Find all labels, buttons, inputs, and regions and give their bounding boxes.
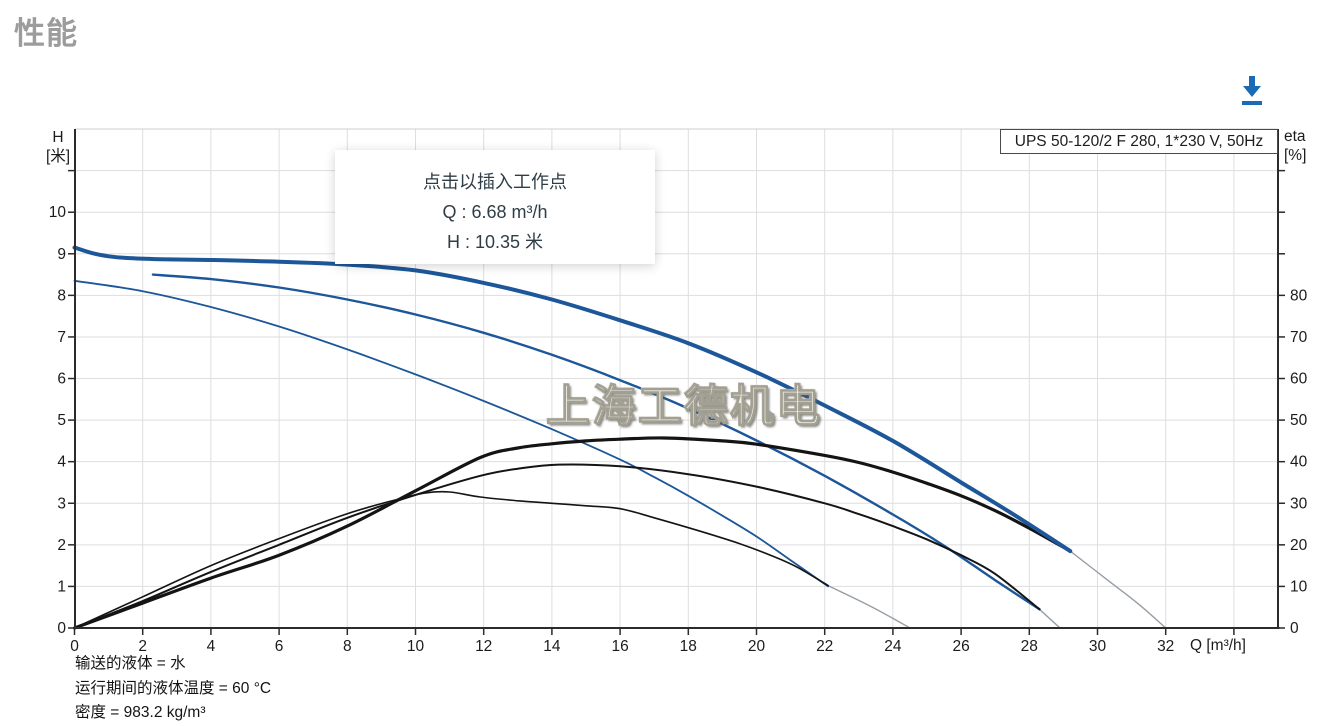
svg-text:18: 18 xyxy=(680,638,697,655)
tooltip-hint: 点击以插入工作点 xyxy=(423,172,567,192)
svg-text:2: 2 xyxy=(138,638,147,655)
liquid-type: 输送的液体 = 水 xyxy=(75,655,186,672)
svg-text:28: 28 xyxy=(1021,638,1038,655)
svg-text:30: 30 xyxy=(1290,495,1308,512)
liquid-info: 输送的液体 = 水 运行期间的液体温度 = 60 °C 密度 = 983.2 k… xyxy=(75,652,271,726)
h-axis-label: H [米] xyxy=(45,129,71,165)
svg-text:50: 50 xyxy=(1290,412,1308,429)
svg-text:80: 80 xyxy=(1290,287,1308,304)
svg-text:8: 8 xyxy=(57,287,66,304)
svg-text:9: 9 xyxy=(57,246,66,263)
duty-point-tooltip: 点击以插入工作点 Q : 6.68 m³/h H : 10.35 米 xyxy=(335,150,655,264)
svg-text:6: 6 xyxy=(275,638,284,655)
svg-text:4: 4 xyxy=(57,454,66,471)
svg-text:5: 5 xyxy=(57,412,66,429)
tooltip-flow: Q : 6.68 m³/h xyxy=(442,202,548,222)
pump-model-label: UPS 50-120/2 F 280, 1*230 V, 50Hz xyxy=(1000,129,1278,154)
svg-text:30: 30 xyxy=(1089,638,1107,655)
svg-text:16: 16 xyxy=(611,638,628,655)
svg-text:70: 70 xyxy=(1290,329,1308,346)
svg-text:0: 0 xyxy=(70,638,79,655)
svg-text:20: 20 xyxy=(748,638,766,655)
svg-text:10: 10 xyxy=(407,638,425,655)
svg-text:4: 4 xyxy=(207,638,216,655)
svg-text:40: 40 xyxy=(1290,454,1308,471)
svg-text:24: 24 xyxy=(884,638,902,655)
svg-text:26: 26 xyxy=(952,638,969,655)
svg-text:20: 20 xyxy=(1290,537,1308,554)
svg-text:0: 0 xyxy=(1290,620,1299,637)
svg-text:8: 8 xyxy=(343,638,352,655)
liquid-density: 密度 = 983.2 kg/m³ xyxy=(75,704,206,721)
tooltip-head: H : 10.35 米 xyxy=(446,232,544,252)
svg-text:7: 7 xyxy=(57,329,66,346)
svg-text:60: 60 xyxy=(1290,371,1308,388)
svg-text:0: 0 xyxy=(57,620,66,637)
svg-text:22: 22 xyxy=(816,638,833,655)
svg-text:14: 14 xyxy=(543,638,561,655)
svg-text:2: 2 xyxy=(57,537,66,554)
svg-text:12: 12 xyxy=(475,638,492,655)
download-icon xyxy=(1242,76,1262,105)
liquid-temperature: 运行期间的液体温度 = 60 °C xyxy=(75,679,272,697)
page-title: 性能 xyxy=(14,16,78,51)
svg-text:10: 10 xyxy=(49,204,67,221)
eta-axis-label: eta [%] xyxy=(1284,128,1307,164)
svg-text:3: 3 xyxy=(57,495,66,512)
download-button[interactable] xyxy=(1236,72,1268,108)
svg-text:10: 10 xyxy=(1290,578,1308,595)
svg-text:32: 32 xyxy=(1157,638,1174,655)
q-axis-label: Q [m³/h] xyxy=(1190,637,1246,654)
svg-text:6: 6 xyxy=(57,371,66,388)
svg-text:1: 1 xyxy=(57,578,66,595)
